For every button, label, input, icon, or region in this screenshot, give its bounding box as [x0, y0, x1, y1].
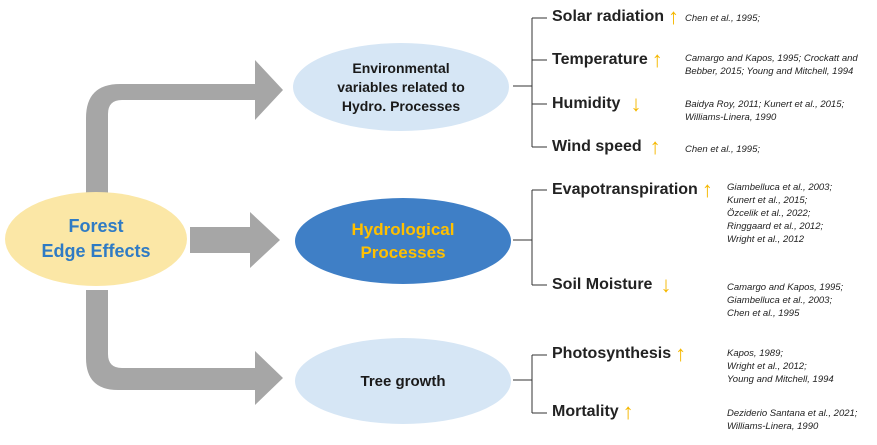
hydro-line-2: Processes — [360, 243, 446, 262]
mortality-refs: Deziderio Santana et al., 2021; Williams… — [727, 408, 858, 432]
center-line-1: Forest — [68, 216, 124, 236]
solar-radiation-label: Solar radiation ↑ — [552, 4, 680, 29]
humidity-label: Humidity ↓ — [552, 91, 642, 116]
wind-speed-refs: Chen et al., 1995; — [685, 144, 760, 155]
temperature-label: Temperature ↑ — [552, 47, 663, 72]
up-arrow-icon: ↑ — [651, 47, 663, 72]
center-line-2: Edge Effects — [41, 241, 151, 261]
up-arrow-icon: ↑ — [668, 4, 680, 29]
soil-moisture-label: Soil Moisture ↓ — [552, 272, 672, 297]
env-line-2: variables related to — [337, 78, 465, 95]
wind-speed-label: Wind speed ↑ — [552, 134, 661, 159]
env-line-1: Environmental — [352, 59, 450, 76]
forest-edge-effects-node: Forest Edge Effects — [5, 192, 187, 286]
hydro-line-1: Hydrological — [351, 220, 455, 239]
up-arrow-icon: ↑ — [622, 399, 634, 424]
soil-moisture-refs: Camargo and Kapos, 1995; Giambelluca et … — [727, 282, 844, 319]
photosynthesis-label: Photosynthesis ↑ — [552, 341, 687, 366]
up-arrow-icon: ↑ — [649, 134, 661, 159]
bracket-tree-growth — [513, 354, 547, 414]
environmental-variables-node: Environmental variables related to Hydro… — [293, 43, 509, 131]
bracket-hydrological — [513, 189, 547, 286]
up-arrow-icon: ↑ — [675, 341, 687, 366]
arrow-to-hydrological — [190, 212, 280, 268]
down-arrow-icon: ↓ — [660, 272, 672, 297]
temperature-refs: Camargo and Kapos, 1995; Crockatt and Be… — [685, 53, 858, 77]
hydrological-processes-node: Hydrological Processes — [295, 198, 511, 284]
photosynthesis-refs: Kapos, 1989; Wright et al., 2012; Young … — [727, 348, 834, 385]
bracket-environmental — [513, 17, 547, 148]
humidity-refs: Baidya Roy, 2011; Kunert et al., 2015; W… — [685, 99, 845, 123]
arrow-to-environmental — [86, 60, 283, 200]
down-arrow-icon: ↓ — [630, 91, 642, 116]
solar-radiation-refs: Chen et al., 1995; — [685, 13, 760, 24]
tree-line-1: Tree growth — [360, 372, 446, 390]
arrow-to-tree-growth — [86, 290, 283, 405]
up-arrow-icon: ↑ — [701, 177, 713, 202]
mortality-label: Mortality ↑ — [552, 399, 634, 424]
evapotranspiration-refs: Giambelluca et al., 2003; Kunert et al.,… — [727, 182, 833, 245]
evapotranspiration-label: Evapotranspiration ↑ — [552, 177, 713, 202]
env-line-3: Hydro. Processes — [341, 97, 461, 114]
tree-growth-node: Tree growth — [295, 338, 511, 424]
